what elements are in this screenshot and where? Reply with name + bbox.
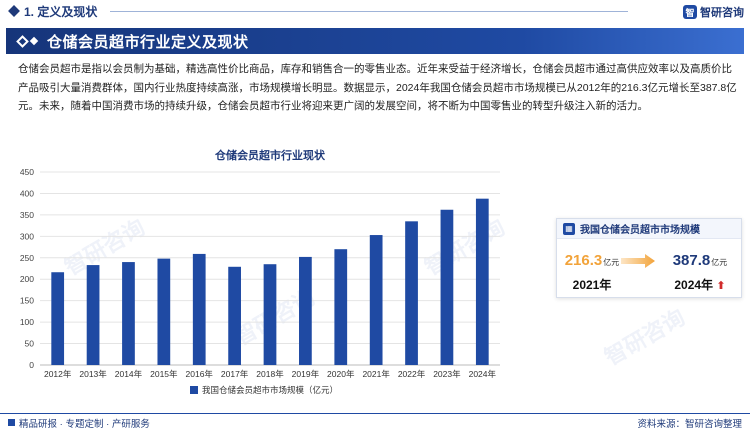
bar bbox=[440, 209, 454, 365]
y-tick-label: 400 bbox=[20, 188, 34, 198]
bar bbox=[299, 256, 312, 365]
y-tick-label: 0 bbox=[29, 360, 34, 370]
x-tick-label: 2015年 bbox=[150, 369, 178, 379]
stat-card-title: 我国仓储会员超市市场规模 bbox=[580, 225, 700, 236]
legend-label: 我国仓储会员超市市场规模（亿元） bbox=[202, 385, 338, 395]
x-tick-label: 2020年 bbox=[327, 369, 355, 379]
x-tick-label: 2022年 bbox=[398, 369, 426, 379]
y-tick-label: 250 bbox=[20, 253, 34, 263]
footer-left: 精品研报 · 专题定制 · 产研服务 bbox=[8, 416, 150, 430]
chart-icon: ▦ bbox=[563, 222, 575, 235]
intro-paragraph: 仓储会员超市是指以会员制为基础，精选高性价比商品，库存和销售合一的零售业态。近年… bbox=[18, 63, 737, 112]
stat-start-unit: 亿元 bbox=[603, 258, 620, 267]
diamond-outline-icon bbox=[16, 34, 29, 48]
footer-source: 资料来源：智研咨询整理 bbox=[637, 418, 742, 430]
brand-logo-icon: 智 bbox=[683, 5, 697, 19]
x-tick-label: 2019年 bbox=[292, 369, 320, 379]
up-arrow-icon: ⬆ bbox=[716, 280, 726, 292]
stat-card-header: ▦ 我国仓储会员超市市场规模 bbox=[557, 219, 741, 239]
brand: 智 智研咨询 bbox=[683, 4, 744, 20]
header-rule bbox=[110, 11, 628, 12]
bar bbox=[475, 198, 489, 365]
page-title: 仓储会员超市行业定义及现状 bbox=[47, 33, 249, 51]
top-header: 1. 定义及现状 智 智研咨询 bbox=[0, 0, 750, 22]
bar bbox=[369, 235, 383, 365]
section-title: 1. 定义及现状 bbox=[24, 4, 98, 19]
stat-end: 387.8亿元 2024年 ⬆ bbox=[660, 252, 740, 293]
y-tick-label: 100 bbox=[20, 317, 34, 327]
section-marker-icon bbox=[8, 5, 20, 17]
bar bbox=[122, 262, 135, 365]
bar bbox=[263, 264, 277, 365]
growth-arrow-icon bbox=[621, 254, 655, 268]
bar bbox=[334, 249, 348, 365]
stat-start: 216.3亿元 2021年 bbox=[560, 252, 624, 293]
x-tick-label: 2023年 bbox=[433, 369, 461, 379]
footer: 精品研报 · 专题定制 · 产研服务 资料来源：智研咨询整理 bbox=[0, 413, 750, 431]
watermark: 智研咨询 bbox=[600, 304, 690, 371]
y-tick-label: 450 bbox=[20, 167, 34, 177]
y-tick-label: 50 bbox=[25, 339, 35, 349]
x-tick-label: 2012年 bbox=[44, 369, 72, 379]
stat-start-year: 2021年 bbox=[572, 278, 612, 292]
x-tick-label: 2021年 bbox=[362, 369, 390, 379]
footer-left-text: 精品研报 · 专题定制 · 产研服务 bbox=[19, 418, 150, 430]
title-bar: 仓储会员超市行业定义及现状 bbox=[6, 28, 744, 54]
chart-title: 仓储会员超市行业现状 bbox=[215, 150, 325, 162]
stat-end-year: 2024年 bbox=[674, 278, 714, 292]
x-tick-label: 2024年 bbox=[469, 369, 497, 379]
y-tick-label: 350 bbox=[20, 210, 34, 220]
x-tick-label: 2013年 bbox=[79, 369, 107, 379]
x-tick-label: 2016年 bbox=[186, 369, 214, 379]
legend-swatch bbox=[190, 386, 198, 394]
bar-chart: 0 50 100 150 200 250 300 350 400 450 2012年 2013年 201… bbox=[20, 167, 500, 395]
stat-start-value: 216.3 bbox=[564, 252, 603, 269]
x-tick-label: 2017年 bbox=[221, 369, 249, 379]
y-tick-label: 200 bbox=[20, 274, 34, 284]
stat-card: ▦ 我国仓储会员超市市场规模 bbox=[556, 218, 742, 298]
brand-name: 智研咨询 bbox=[700, 7, 744, 19]
bar bbox=[51, 272, 65, 365]
y-tick-label: 300 bbox=[20, 231, 34, 241]
x-tick-label: 2014年 bbox=[115, 369, 143, 379]
y-tick-label: 150 bbox=[20, 296, 34, 306]
bar bbox=[228, 266, 241, 365]
stat-end-unit: 亿元 bbox=[711, 258, 728, 267]
diamond-solid-icon bbox=[29, 36, 39, 46]
bar bbox=[157, 258, 171, 365]
x-tick-label: 2018年 bbox=[256, 369, 284, 379]
bar bbox=[405, 221, 418, 365]
footer-marker-icon bbox=[8, 419, 15, 426]
stat-end-value: 387.8 bbox=[672, 252, 711, 269]
stat-end-year-row: 2024年 ⬆ bbox=[660, 276, 740, 293]
bar bbox=[192, 253, 206, 365]
bar bbox=[86, 265, 100, 365]
